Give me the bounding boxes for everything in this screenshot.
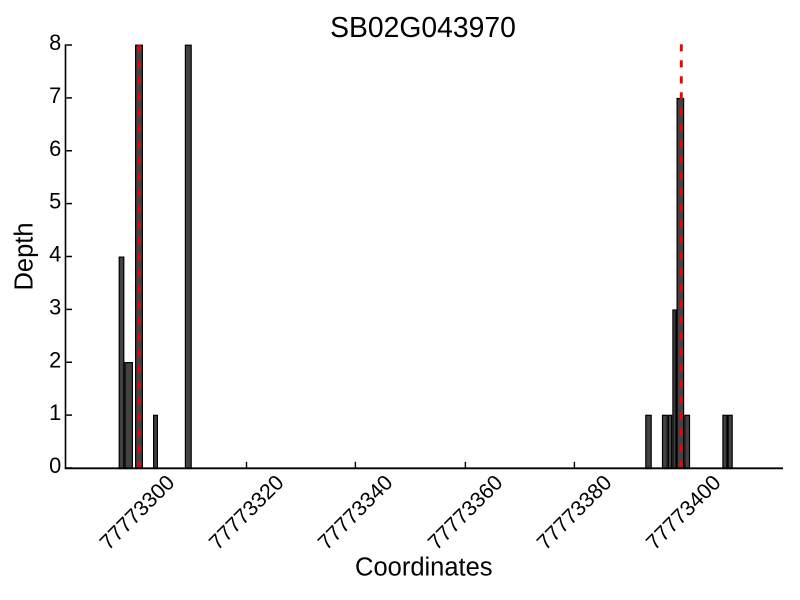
- svg-text:8: 8: [49, 30, 61, 55]
- svg-text:SB02G043970: SB02G043970: [330, 11, 516, 43]
- svg-text:2: 2: [49, 347, 61, 372]
- svg-text:4: 4: [49, 242, 61, 267]
- svg-text:5: 5: [49, 189, 61, 214]
- svg-text:0: 0: [49, 453, 61, 478]
- svg-text:3: 3: [49, 295, 61, 320]
- svg-text:1: 1: [49, 400, 61, 425]
- svg-text:Coordinates: Coordinates: [355, 553, 493, 581]
- svg-text:7: 7: [49, 83, 61, 108]
- svg-text:6: 6: [49, 136, 61, 161]
- svg-text:Depth: Depth: [11, 222, 39, 290]
